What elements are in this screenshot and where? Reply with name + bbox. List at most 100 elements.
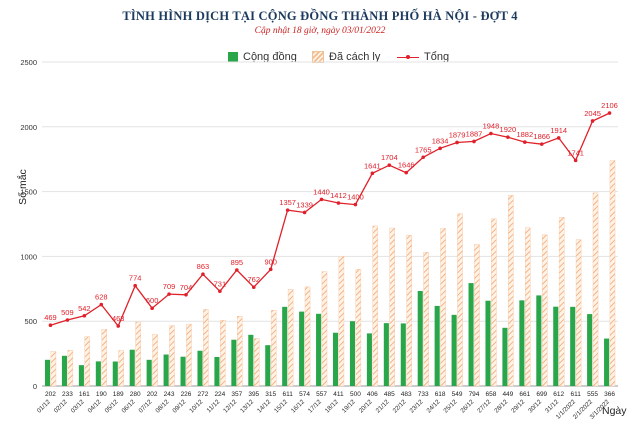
bar-isolated (84, 336, 91, 387)
bar-community (536, 295, 542, 386)
data-label-community: 366 (604, 391, 615, 398)
data-label-community: 202 (147, 391, 158, 398)
point-total (573, 158, 578, 163)
bar-isolated (541, 234, 548, 387)
x-tick-label: 19/12 (341, 398, 357, 414)
point-total (607, 111, 612, 115)
data-label-total: 1765 (415, 145, 432, 154)
bar-isolated (592, 192, 599, 387)
legend-item-total: Tổng (397, 51, 449, 63)
x-tick-label: 26/12 (459, 398, 475, 414)
point-total (489, 131, 493, 136)
bar-community (197, 350, 203, 386)
data-label-total: 1704 (381, 153, 398, 162)
data-label-community: 618 (435, 391, 446, 398)
data-label-total: 469 (44, 313, 57, 322)
bar-isolated (270, 309, 277, 387)
bar-community (553, 306, 559, 386)
bar-isolated (372, 225, 379, 387)
legend-label-isolated: Đã cách ly (329, 51, 381, 63)
bar-community (248, 334, 254, 386)
point-total (319, 197, 324, 202)
data-label-community: 272 (198, 391, 209, 398)
point-total (302, 210, 307, 215)
bar-isolated (203, 309, 209, 387)
point-total (556, 136, 561, 140)
bar-community (400, 323, 406, 386)
point-total (523, 140, 527, 144)
x-tick-label: 03/12 (70, 398, 86, 414)
bar-community (61, 355, 68, 386)
point-total (336, 201, 341, 205)
point-total (99, 302, 104, 307)
x-tick-label: 27/12 (476, 398, 492, 414)
data-label-community: 699 (536, 391, 547, 398)
bar-community (316, 313, 322, 386)
data-label-total: 1882 (516, 130, 533, 139)
point-total (285, 208, 290, 212)
data-label-total: 1741 (567, 148, 584, 157)
bar-isolated (389, 227, 395, 387)
bar-isolated (355, 269, 362, 387)
data-label-community: 485 (384, 391, 395, 398)
data-label-community: 395 (248, 391, 259, 398)
bar-community (78, 365, 84, 386)
data-label-community: 190 (96, 391, 107, 398)
data-label-total: 542 (78, 304, 91, 313)
data-label-total: 900 (264, 257, 277, 266)
point-total (218, 289, 222, 294)
chart-title: TÌNH HÌNH DỊCH TẠI CỘNG ĐỒNG THÀNH PHỐ H… (122, 9, 518, 23)
legend-label-community: Cộng đồng (243, 51, 297, 63)
data-label-community: 611 (282, 391, 293, 398)
data-label-community: 243 (164, 391, 175, 398)
data-label-total: 709 (163, 282, 176, 291)
point-total (268, 267, 273, 272)
bar-isolated (169, 325, 175, 387)
y-tick-label: 1500 (20, 188, 37, 197)
bar-community (417, 291, 423, 386)
bar-community (332, 332, 339, 386)
bar-community (570, 306, 576, 386)
data-label-total: 1440 (313, 187, 330, 196)
y-tick-label: 500 (24, 317, 37, 326)
x-tick-label: 23/12 (408, 398, 424, 414)
data-label-community: 233 (62, 391, 73, 398)
x-tick-label: 17/12 (307, 398, 323, 414)
bar-community (180, 356, 186, 386)
chart-subtitle: Cập nhật 18 giờ, ngày 03/01/2022 (254, 26, 386, 36)
bar-isolated (474, 244, 480, 387)
bar-isolated (152, 334, 158, 387)
bar-isolated (491, 218, 497, 387)
bar-community (282, 306, 288, 386)
data-label-total: 463 (112, 314, 125, 323)
data-label-community: 733 (418, 391, 429, 398)
data-label-community: 500 (350, 391, 361, 398)
x-tick-label: 25/12 (442, 398, 458, 414)
x-tick-label: 10/12 (188, 398, 204, 414)
x-tick-label: 22/12 (392, 398, 408, 414)
data-label-total: 2045 (584, 109, 601, 118)
bar-isolated (558, 217, 565, 387)
bar-community (349, 321, 356, 386)
legend-item-isolated: Đã cách ly (312, 51, 380, 63)
point-total (116, 324, 121, 328)
bar-isolated (118, 350, 124, 387)
point-total (353, 202, 358, 207)
data-label-total: 704 (180, 283, 193, 292)
data-label-total: 1879 (449, 130, 466, 139)
data-label-total: 1920 (500, 125, 517, 134)
data-label-community: 411 (333, 391, 344, 398)
bar-community (519, 300, 525, 386)
x-tick-label: 16/12 (290, 398, 306, 414)
data-label-community: 658 (486, 391, 497, 398)
point-total (370, 171, 375, 176)
bar-community (129, 349, 135, 386)
bar-isolated (304, 286, 311, 387)
bar-isolated (287, 289, 294, 387)
legend-label-total: Tổng (424, 51, 450, 63)
point-total (82, 313, 87, 318)
bar-community (146, 359, 152, 386)
data-label-total: 762 (248, 275, 261, 284)
bar-isolated (220, 320, 226, 387)
